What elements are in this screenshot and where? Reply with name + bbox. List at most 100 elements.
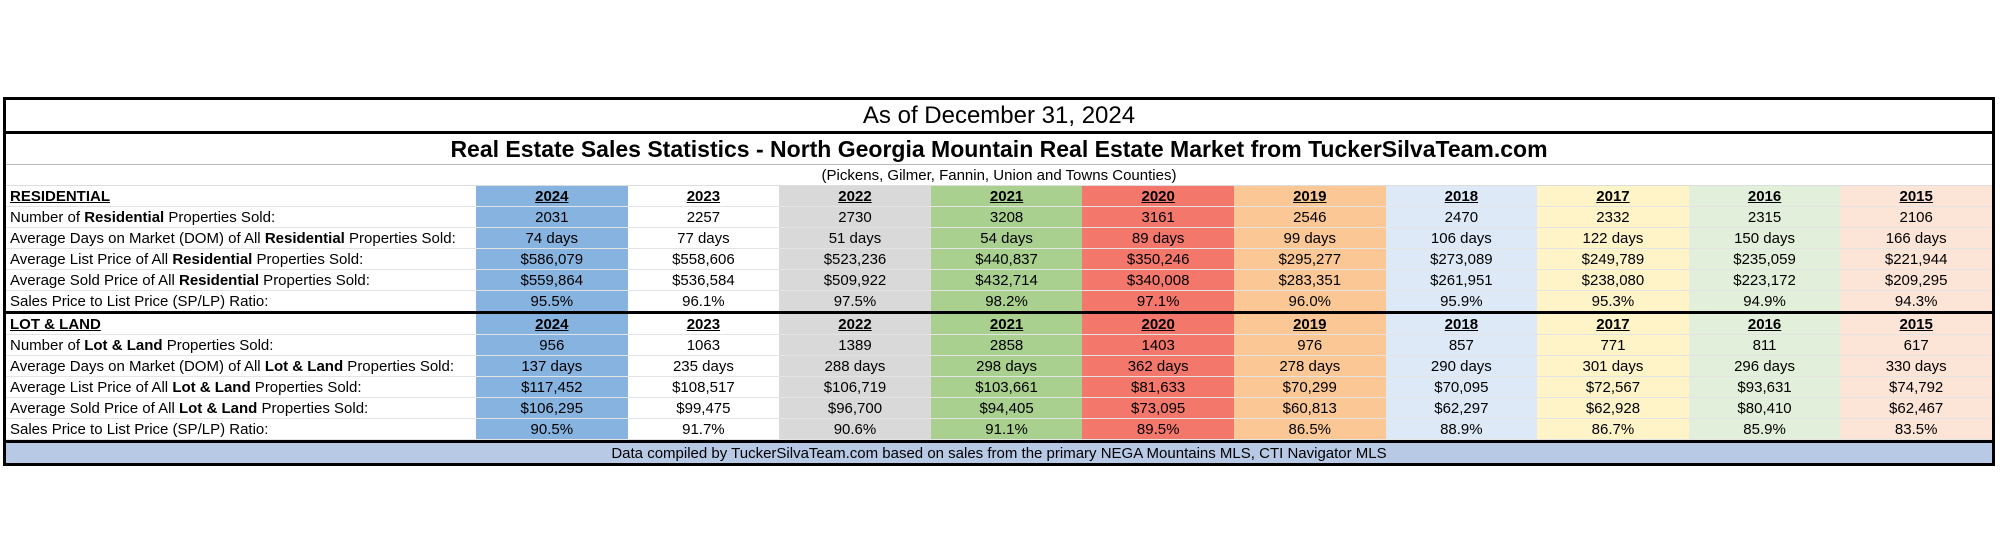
table-row: Average Days on Market (DOM) of All Lot … bbox=[6, 355, 1992, 377]
row-label-bold: Lot & Land bbox=[264, 357, 344, 375]
row-label-pre: Sales Price to List Price (SP/LP) Ratio: bbox=[10, 292, 269, 310]
stats-table: RESIDENTIAL 2024 2023 2022 2021 2020 2019 2018 2… bbox=[6, 186, 1992, 440]
table-cell: 95.9% bbox=[1385, 290, 1538, 313]
table-cell: 1389 bbox=[779, 334, 931, 356]
year-header: 2022 bbox=[779, 186, 931, 207]
row-label-bold: Lot & Land bbox=[178, 399, 258, 417]
table-row: Number of Lot & Land Properties Sold: 956… bbox=[6, 334, 1992, 356]
table-cell: 3208 bbox=[930, 206, 1083, 228]
table-cell: 298 days bbox=[930, 355, 1083, 377]
table-cell: 288 days bbox=[779, 355, 931, 377]
table-cell: 89 days bbox=[1082, 227, 1234, 249]
row-label-post: Properties Sold: bbox=[164, 208, 276, 226]
year-header: 2023 bbox=[627, 311, 780, 335]
table-cell: 83.5% bbox=[1840, 418, 1992, 440]
table-row: Average Days on Market (DOM) of All Resi… bbox=[6, 227, 1992, 249]
as-of-title: As of December 31, 2024 bbox=[6, 100, 1992, 134]
table-cell: 3161 bbox=[1082, 206, 1234, 228]
table-cell: $221,944 bbox=[1840, 248, 1992, 270]
row-label: Average Sold Price of All Residential Pr… bbox=[6, 269, 476, 291]
table-cell: $509,922 bbox=[779, 269, 931, 291]
table-cell: $238,080 bbox=[1537, 269, 1689, 291]
row-label-pre: Average List Price of All bbox=[10, 250, 173, 268]
table-cell: 91.7% bbox=[627, 418, 780, 440]
table-cell: $108,517 bbox=[627, 376, 780, 398]
table-row: Sales Price to List Price (SP/LP) Ratio:… bbox=[6, 290, 1992, 313]
table-cell: 74 days bbox=[476, 227, 628, 249]
row-label-bold: Residential bbox=[264, 229, 345, 247]
table-cell: 106 days bbox=[1385, 227, 1538, 249]
year-header: 2016 bbox=[1688, 186, 1841, 207]
year-header: 2017 bbox=[1537, 186, 1689, 207]
counties-subtitle: (Pickens, Gilmer, Fannin, Union and Town… bbox=[6, 165, 1992, 186]
table-cell: 2106 bbox=[1840, 206, 1992, 228]
table-cell: 2315 bbox=[1688, 206, 1841, 228]
year-header: 2019 bbox=[1233, 311, 1386, 335]
row-label: Number of Residential Properties Sold: bbox=[6, 206, 476, 228]
table-cell: $62,928 bbox=[1537, 397, 1689, 419]
section-label: RESIDENTIAL bbox=[6, 186, 476, 207]
table-cell: $103,661 bbox=[930, 376, 1083, 398]
table-cell: 95.3% bbox=[1537, 290, 1689, 313]
row-label-bold: Lot & Land bbox=[172, 378, 251, 396]
row-label-post: Properties Sold: bbox=[162, 336, 274, 354]
table-cell: $99,475 bbox=[627, 397, 780, 419]
table-cell: 51 days bbox=[779, 227, 931, 249]
table-cell: 290 days bbox=[1385, 355, 1538, 377]
table-cell: $261,951 bbox=[1385, 269, 1538, 291]
row-label-bold: Residential bbox=[178, 271, 260, 289]
table-cell: $536,584 bbox=[627, 269, 780, 291]
table-cell: 96.1% bbox=[627, 290, 780, 313]
table-cell: 811 bbox=[1688, 334, 1841, 356]
row-label: Sales Price to List Price (SP/LP) Ratio: bbox=[6, 418, 476, 440]
table-cell: $80,410 bbox=[1688, 397, 1841, 419]
table-cell: 86.7% bbox=[1537, 418, 1689, 440]
table-cell: $106,295 bbox=[476, 397, 628, 419]
row-label-bold: Residential bbox=[84, 208, 165, 226]
table-cell: 362 days bbox=[1082, 355, 1234, 377]
table-cell: 301 days bbox=[1537, 355, 1689, 377]
table-cell: 77 days bbox=[627, 227, 780, 249]
row-label: Number of Lot & Land Properties Sold: bbox=[6, 334, 476, 356]
year-header: 2021 bbox=[930, 311, 1083, 335]
table-cell: 2031 bbox=[476, 206, 628, 228]
row-label: Average List Price of All Residential Pr… bbox=[6, 248, 476, 270]
table-cell: 94.9% bbox=[1688, 290, 1841, 313]
year-header: 2024 bbox=[476, 311, 628, 335]
table-cell: 278 days bbox=[1233, 355, 1386, 377]
table-cell: 91.1% bbox=[930, 418, 1083, 440]
section-label: LOT & LAND bbox=[6, 311, 476, 335]
table-cell: 166 days bbox=[1840, 227, 1992, 249]
year-header: 2019 bbox=[1233, 186, 1386, 207]
row-label-post: Properties Sold: bbox=[259, 271, 370, 289]
table-row: Number of Residential Properties Sold: 20… bbox=[6, 206, 1992, 228]
table-row: Average List Price of All Residential Pr… bbox=[6, 248, 1992, 270]
table-cell: 90.5% bbox=[476, 418, 628, 440]
table-cell: 2332 bbox=[1537, 206, 1689, 228]
table-cell: $70,299 bbox=[1233, 376, 1386, 398]
table-cell: 54 days bbox=[930, 227, 1083, 249]
table-cell: $62,467 bbox=[1840, 397, 1992, 419]
table-cell: 90.6% bbox=[779, 418, 931, 440]
table-cell: 88.9% bbox=[1385, 418, 1538, 440]
row-label-post: Properties Sold: bbox=[343, 357, 455, 375]
row-label-pre: Number of bbox=[10, 208, 85, 226]
table-cell: $106,719 bbox=[779, 376, 931, 398]
year-header: 2018 bbox=[1385, 311, 1538, 335]
year-header: 2020 bbox=[1082, 186, 1234, 207]
table-cell: $223,172 bbox=[1688, 269, 1841, 291]
row-label-bold: Residential bbox=[172, 250, 253, 268]
year-header: 2017 bbox=[1537, 311, 1689, 335]
table-cell: $209,295 bbox=[1840, 269, 1992, 291]
table-cell: $96,700 bbox=[779, 397, 931, 419]
table-cell: $586,079 bbox=[476, 248, 628, 270]
table-cell: $74,792 bbox=[1840, 376, 1992, 398]
table-cell: $558,606 bbox=[627, 248, 780, 270]
row-label-pre: Sales Price to List Price (SP/LP) Ratio: bbox=[10, 420, 269, 438]
row-label-pre: Number of bbox=[10, 336, 85, 354]
page-title: Real Estate Sales Statistics - North Geo… bbox=[6, 134, 1992, 165]
table-cell: 976 bbox=[1233, 334, 1386, 356]
year-header: 2023 bbox=[627, 186, 780, 207]
table-row: Average Sold Price of All Residential Pr… bbox=[6, 269, 1992, 291]
table-cell: $62,297 bbox=[1385, 397, 1538, 419]
